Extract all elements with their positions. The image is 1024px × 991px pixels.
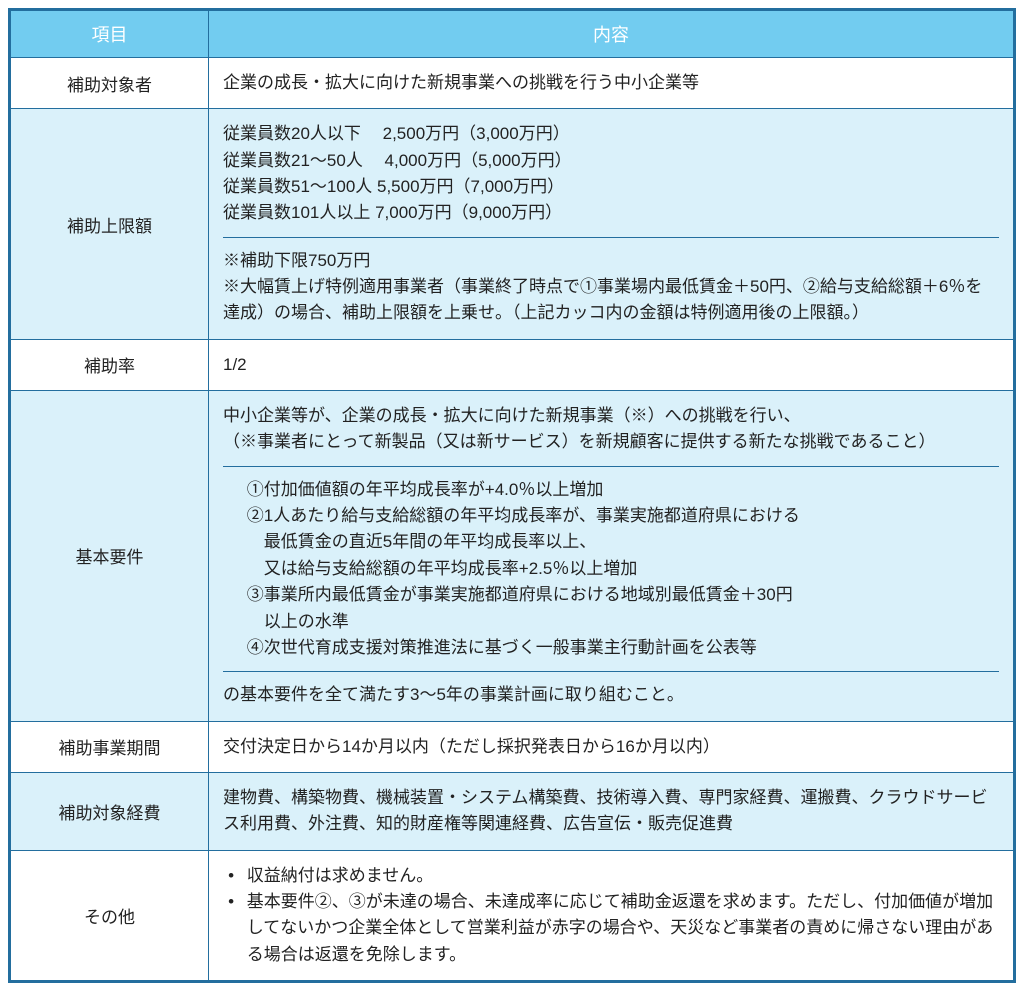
cap-note: ※大幅賃上げ特例適用事業者（事業終了時点で①事業場内最低賃金＋50円、②給与支給… [223,274,999,327]
row-content: 企業の成長・拡大に向けた新規事業への挑戦を行う中小企業等 [209,58,1014,109]
req-item: ④次世代育成支援対策推進法に基づく一般事業主行動計画を公表等 [223,635,999,661]
req-item: 以上の水準 [223,609,999,635]
cap-line: 従業員数21～50人 4,000万円（5,000万円） [223,148,999,174]
header-col2: 内容 [209,11,1014,58]
table-row: その他 収益納付は求めません。 基本要件②、③が未達の場合、未達成率に応じて補助… [11,850,1014,980]
row-content: 従業員数20人以下 2,500万円（3,000万円） 従業員数21～50人 4,… [209,109,1014,339]
row-label: 補助率 [11,339,209,390]
table-row: 補助上限額 従業員数20人以下 2,500万円（3,000万円） 従業員数21～… [11,109,1014,339]
cap-line: 従業員数101人以上 7,000万円（9,000万円） [223,200,999,226]
row-label: 補助対象経費 [11,772,209,850]
req-item: 最低賃金の直近5年間の年平均成長率以上、 [223,529,999,555]
cap-note: ※補助下限750万円 [223,248,999,274]
table-row: 基本要件 中小企業等が、企業の成長・拡大に向けた新規事業（※）への挑戦を行い、 … [11,391,1014,721]
row-label: 補助対象者 [11,58,209,109]
header-row: 項目 内容 [11,11,1014,58]
list-item: 収益納付は求めません。 [223,863,999,889]
req-tail: の基本要件を全て満たす3～5年の事業計画に取り組むこと。 [223,682,999,708]
table-row: 補助対象経費 建物費、構築物費、機械装置・システム構築費、技術導入費、専門家経費… [11,772,1014,850]
row-content: 建物費、構築物費、機械装置・システム構築費、技術導入費、専門家経費、運搬費、クラ… [209,772,1014,850]
req-item: ②1人あたり給与支給総額の年平均成長率が、事業実施都道府県における [223,503,999,529]
subsidy-table: 項目 内容 補助対象者 企業の成長・拡大に向けた新規事業への挑戦を行う中小企業等… [8,8,1016,983]
row-content: 交付決定日から14か月以内（ただし採択発表日から16か月以内） [209,721,1014,772]
divider [223,671,999,672]
row-content: 中小企業等が、企業の成長・拡大に向けた新規事業（※）への挑戦を行い、 （※事業者… [209,391,1014,721]
cap-line: 従業員数51～100人 5,500万円（7,000万円） [223,174,999,200]
list-item: 基本要件②、③が未達の場合、未達成率に応じて補助金返還を求めます。ただし、付加価… [223,889,999,968]
req-item: 又は給与支給総額の年平均成長率+2.5％以上増加 [223,556,999,582]
row-label: 基本要件 [11,391,209,721]
table-row: 補助率 1/2 [11,339,1014,390]
row-label: その他 [11,850,209,980]
req-intro: 中小企業等が、企業の成長・拡大に向けた新規事業（※）への挑戦を行い、 [223,403,999,429]
row-label: 補助事業期間 [11,721,209,772]
req-item: ①付加価値額の年平均成長率が+4.0％以上増加 [223,477,999,503]
table: 項目 内容 補助対象者 企業の成長・拡大に向けた新規事業への挑戦を行う中小企業等… [10,10,1014,981]
header-col1: 項目 [11,11,209,58]
row-content: 収益納付は求めません。 基本要件②、③が未達の場合、未達成率に応じて補助金返還を… [209,850,1014,980]
divider [223,237,999,238]
req-intro-note: （※事業者にとって新製品（又は新サービス）を新規顧客に提供する新たな挑戦であるこ… [223,429,999,455]
table-row: 補助対象者 企業の成長・拡大に向けた新規事業への挑戦を行う中小企業等 [11,58,1014,109]
row-label: 補助上限額 [11,109,209,339]
cap-line: 従業員数20人以下 2,500万円（3,000万円） [223,121,999,147]
divider [223,466,999,467]
other-list: 収益納付は求めません。 基本要件②、③が未達の場合、未達成率に応じて補助金返還を… [223,863,999,968]
req-item: ③事業所内最低賃金が事業実施都道府県における地域別最低賃金＋30円 [223,582,999,608]
row-content: 1/2 [209,339,1014,390]
table-row: 補助事業期間 交付決定日から14か月以内（ただし採択発表日から16か月以内） [11,721,1014,772]
